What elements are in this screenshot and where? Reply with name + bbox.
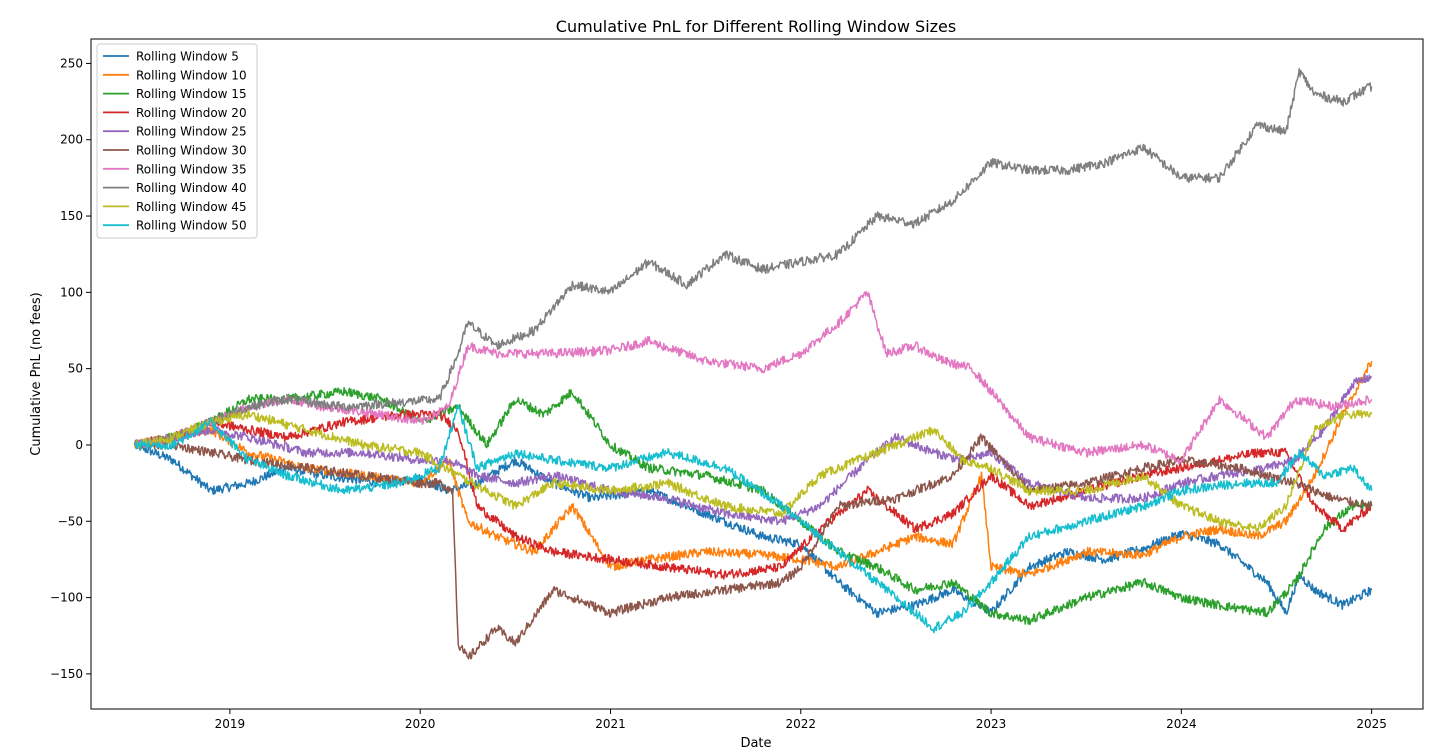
x-tick-label: 2021 — [595, 717, 626, 731]
legend-box — [96, 43, 258, 239]
legend-label: Rolling Window 30 — [136, 144, 247, 158]
y-tick-label: 0 — [75, 438, 83, 452]
chart-title: Cumulative PnL for Different Rolling Win… — [556, 17, 956, 36]
series-line-9 — [134, 409, 1373, 534]
x-tick-label: 2023 — [976, 717, 1007, 731]
legend-label: Rolling Window 15 — [136, 87, 247, 101]
y-tick-label: 250 — [60, 56, 83, 70]
x-axis-label: Date — [740, 736, 771, 751]
x-tick-label: 2019 — [215, 717, 246, 731]
legend-label: Rolling Window 35 — [136, 162, 247, 176]
x-tick-label: 2020 — [405, 717, 436, 731]
legend: Rolling Window 5 Rolling Window 10 Rolling… — [96, 43, 258, 239]
legend-label: Rolling Window 45 — [136, 200, 247, 214]
series-line-4 — [134, 409, 1373, 580]
legend-label: Rolling Window 25 — [136, 125, 247, 139]
y-tick-label: −100 — [50, 591, 83, 605]
y-tick-label: 150 — [60, 209, 83, 223]
legend-label: Rolling Window 40 — [136, 181, 247, 195]
series-line-10 — [134, 404, 1373, 634]
legend-label: Rolling Window 50 — [136, 219, 247, 233]
series-line-6 — [134, 433, 1373, 660]
plot-area-frame — [90, 38, 1424, 710]
x-tick-label: 2022 — [785, 717, 816, 731]
series-line-5 — [134, 373, 1373, 526]
legend-label: Rolling Window 20 — [136, 106, 247, 120]
y-axis: −150 −100 −50 0 50 100 150 200 250 — [50, 56, 91, 681]
y-tick-label: −150 — [50, 667, 83, 681]
x-tick-label: 2024 — [1166, 717, 1197, 731]
y-tick-label: 50 — [68, 362, 83, 376]
series-line-8 — [134, 67, 1373, 449]
y-tick-label: 100 — [60, 285, 83, 299]
y-tick-label: −50 — [58, 514, 83, 528]
series-layer — [134, 67, 1373, 660]
legend-label: Rolling Window 10 — [136, 68, 247, 82]
legend-label: Rolling Window 5 — [136, 50, 239, 64]
x-tick-label: 2025 — [1356, 717, 1387, 731]
y-tick-label: 200 — [60, 133, 83, 147]
y-axis-label: Cumulative PnL (no fees) — [29, 292, 44, 455]
x-axis: 2019 2020 2021 2022 2023 2024 2025 — [215, 709, 1387, 731]
